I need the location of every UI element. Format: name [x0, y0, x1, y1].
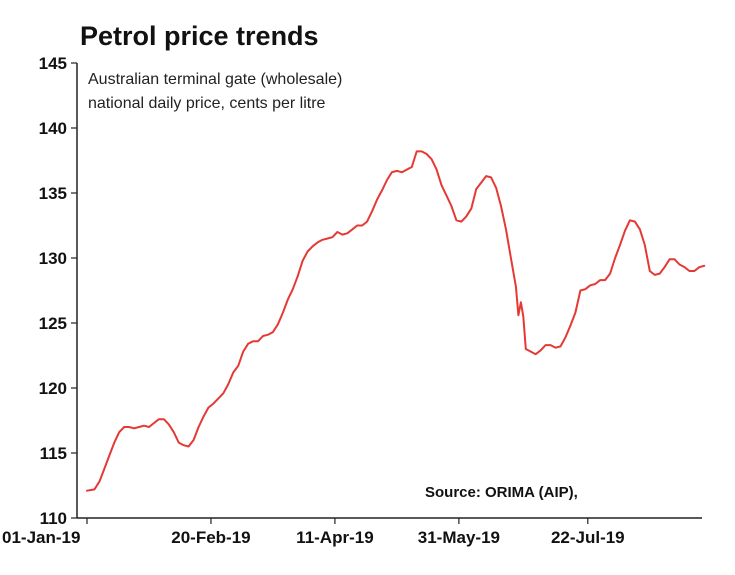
x-tick-label: 11-Apr-19: [296, 528, 373, 547]
chart-title: Petrol price trends: [80, 21, 319, 51]
y-tick-label: 130: [39, 249, 67, 268]
series-line-0: [86, 150, 706, 492]
chart-axes: [76, 63, 702, 519]
chart-source: Source: ORIMA (AIP),: [425, 484, 578, 501]
chart-subtitle-line-2: national daily price, cents per litre: [88, 95, 326, 112]
x-tick-label: 20-Feb-19: [171, 528, 250, 547]
y-tick-label: 125: [39, 314, 67, 333]
chart-subtitle-line-1: Australian terminal gate (wholesale): [88, 71, 342, 88]
y-tick-label: 120: [39, 379, 67, 398]
y-tick-label: 115: [40, 444, 67, 463]
y-tick-label: 110: [40, 509, 67, 528]
y-tick-label: 140: [39, 119, 67, 138]
chart-series: [86, 150, 706, 492]
chart-ticks: 110 115 120 125 130 135 140 145 01-Jan-19 20-Feb-…: [2, 54, 625, 547]
x-tick-label: 31-May-19: [418, 528, 500, 547]
x-tick-label: 01-Jan-19: [2, 528, 80, 547]
y-tick-label: 135: [39, 184, 67, 203]
y-tick-label: 145: [39, 54, 67, 73]
x-tick-label: 22-Jul-19: [551, 528, 625, 547]
